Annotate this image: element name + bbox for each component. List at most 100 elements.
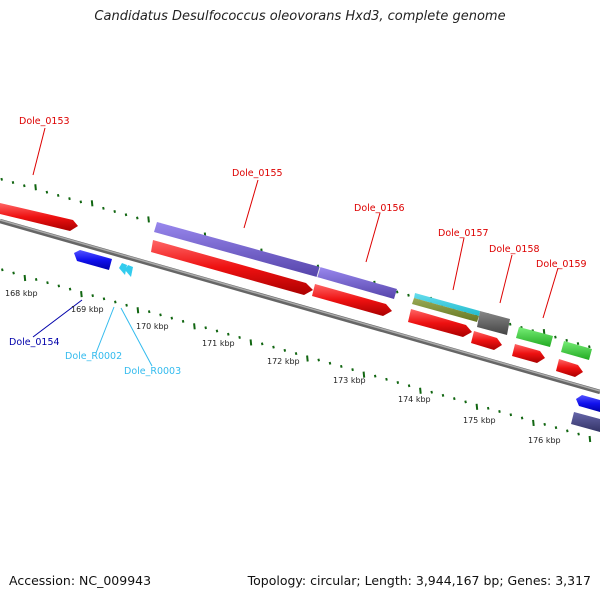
gene-dole-0155[interactable] xyxy=(151,240,313,295)
ruler-label: 175 kbp xyxy=(463,416,496,425)
gene-dole-0159[interactable] xyxy=(512,344,545,363)
minor-tick xyxy=(56,193,60,197)
minor-tick xyxy=(113,210,116,214)
gene-label[interactable]: Dole_0157 xyxy=(438,228,489,239)
gene-dole-0156[interactable] xyxy=(312,284,392,316)
minor-tick xyxy=(227,332,230,336)
lower-tick-ruler xyxy=(1,268,592,443)
ruler-label: 168 kbp xyxy=(5,289,38,298)
gene-label[interactable]: Dole_0153 xyxy=(19,116,70,127)
gene-dole-0161[interactable] xyxy=(576,395,600,412)
minor-tick xyxy=(124,213,128,217)
ruler-label: 170 kbp xyxy=(136,322,169,331)
major-tick xyxy=(90,200,94,207)
gene-dole-0153[interactable] xyxy=(0,203,78,231)
major-tick xyxy=(475,403,479,410)
minor-tick xyxy=(238,335,241,339)
major-tick xyxy=(147,216,150,223)
minor-tick xyxy=(351,368,354,372)
minor-tick xyxy=(57,284,61,288)
minor-tick xyxy=(543,422,546,426)
minor-tick xyxy=(204,326,207,330)
minor-tick xyxy=(520,416,524,420)
gene-dole-0162[interactable] xyxy=(571,412,600,432)
gene-label[interactable]: Dole_0159 xyxy=(536,259,587,270)
ruler-label: 173 kbp xyxy=(333,376,366,385)
gene-dole-0158-green[interactable] xyxy=(516,327,553,347)
minor-tick xyxy=(102,206,105,210)
minor-tick xyxy=(181,319,185,323)
minor-tick xyxy=(373,374,377,378)
major-tick xyxy=(362,371,366,378)
major-tick xyxy=(136,307,140,314)
minor-tick xyxy=(395,290,399,294)
minor-tick xyxy=(159,313,162,317)
gene-dole-0157-gray[interactable] xyxy=(477,311,510,335)
major-tick xyxy=(80,291,83,298)
minor-tick xyxy=(576,342,580,346)
minor-tick xyxy=(215,329,219,333)
gene-label[interactable]: Dole_R0003 xyxy=(124,366,181,377)
minor-tick xyxy=(317,358,320,362)
minor-tick xyxy=(486,406,490,410)
major-tick xyxy=(306,355,309,362)
major-tick xyxy=(249,339,253,346)
ruler-label: 172 kbp xyxy=(267,357,300,366)
minor-tick xyxy=(68,287,72,291)
minor-tick xyxy=(340,364,343,368)
minor-tick xyxy=(498,410,501,414)
minor-tick xyxy=(46,281,49,285)
minor-tick xyxy=(102,297,106,301)
minor-tick xyxy=(396,381,400,385)
minor-tick xyxy=(565,338,568,342)
gene-dole-0156-purple[interactable] xyxy=(317,267,397,299)
minor-tick xyxy=(566,429,569,433)
rrna-dole-r0003[interactable] xyxy=(125,265,133,277)
ruler-label: 171 kbp xyxy=(202,339,235,348)
minor-tick xyxy=(12,271,15,275)
genome-backbone xyxy=(0,218,600,395)
minor-tick xyxy=(407,293,410,297)
major-tick xyxy=(34,184,37,191)
gene-dole-0157[interactable] xyxy=(408,309,472,337)
minor-tick xyxy=(294,352,298,356)
rrna-dole-r0002[interactable] xyxy=(119,263,127,275)
minor-tick xyxy=(114,300,117,304)
gene-dole-0160[interactable] xyxy=(556,359,583,377)
gene-dole-0158[interactable] xyxy=(471,331,502,350)
gene-label[interactable]: Dole_R0002 xyxy=(65,351,122,362)
ruler-label: 174 kbp xyxy=(398,395,431,404)
minor-tick xyxy=(407,384,411,388)
minor-tick xyxy=(430,390,433,394)
minor-tick xyxy=(272,345,275,349)
ruler-label: 176 kbp xyxy=(528,436,561,445)
gene-label[interactable]: Dole_0154 xyxy=(9,337,60,348)
minor-tick xyxy=(136,216,139,220)
minor-tick xyxy=(588,345,591,349)
accession-text: Accession: NC_009943 xyxy=(9,573,152,588)
major-tick xyxy=(193,323,196,330)
gene-dole-0157-olive[interactable] xyxy=(412,298,479,322)
ruler-labels: 168 kbp 169 kbp 170 kbp 171 kbp 172 kbp 173 k… xyxy=(5,289,561,445)
gene-label[interactable]: Dole_0158 xyxy=(489,244,540,255)
major-tick xyxy=(532,419,535,427)
minor-tick xyxy=(45,190,49,194)
gene-label[interactable]: Dole_0155 xyxy=(232,168,283,179)
gene-dole-0155-purple[interactable] xyxy=(154,222,320,277)
minor-tick xyxy=(23,184,26,188)
minor-tick xyxy=(554,335,557,339)
minor-tick xyxy=(68,197,71,201)
major-tick xyxy=(419,387,422,394)
map-title: Candidatus Desulfococcus oleovorans Hxd3… xyxy=(94,9,506,24)
minor-tick xyxy=(464,400,467,404)
minor-tick xyxy=(509,413,513,417)
gene-dole-0157-teal[interactable] xyxy=(414,293,480,316)
gene-label[interactable]: Dole_0156 xyxy=(354,203,405,214)
gene-dole-0159-green[interactable] xyxy=(561,341,592,360)
major-tick xyxy=(23,274,27,282)
gene-dole-0154[interactable] xyxy=(74,250,112,270)
minor-tick xyxy=(79,200,83,204)
genome-stats-text: Topology: circular; Length: 3,944,167 bp… xyxy=(247,573,591,588)
